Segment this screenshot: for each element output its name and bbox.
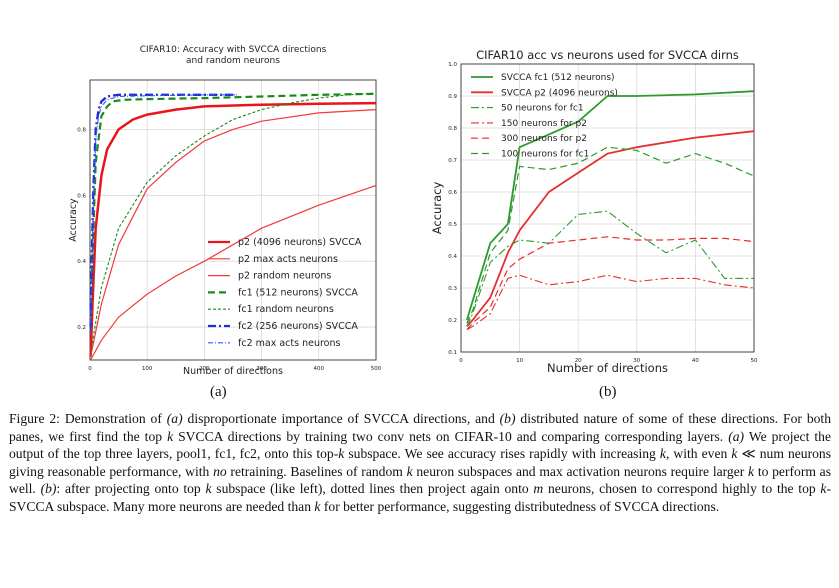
legend-entry: 100 neurons for fc1 [501,150,589,160]
series-line [466,90,755,321]
caption-math-k: k [659,446,666,462]
series-line [89,101,377,357]
series-line [90,184,377,361]
panel-label-b: (b) [599,384,617,400]
series-line [466,236,755,331]
y-tick-label: 0.2 [448,318,457,324]
y-tick-label: 0.8 [448,126,457,132]
y-axis-label: Accuracy [430,182,444,235]
series-line [90,109,377,357]
y-tick-label: 0.3 [448,286,457,292]
caption-math-k: k [205,481,212,497]
chart-title: and random neurons [186,56,280,66]
caption-a-tag: (a) [728,428,745,444]
x-tick-label: 40 [692,358,699,364]
legend-entry: 300 neurons for p2 [501,134,587,144]
x-tick-label: 200 [199,366,210,372]
caption-b-tag: (b) [499,411,516,426]
caption-text: ≪ num neurons giving reasonable performa… [9,446,831,479]
caption-text: : after projecting onto top [56,481,206,497]
caption-text: We project the output of the top three l… [9,428,831,462]
y-tick-label: 0.4 [77,259,86,265]
panel-label-a: (a) [210,384,227,400]
series-line [466,274,755,331]
x-tick-label: 10 [516,358,523,364]
series-line [90,94,237,334]
series-line [89,92,377,328]
x-tick-label: 20 [575,358,582,364]
legend-entry: fc1 (512 neurons) SVCCA [238,287,358,298]
legend-entry: SVCCA fc1 (512 neurons) [501,73,615,83]
y-tick-label: 0.1 [448,350,457,356]
legend-entry: 150 neurons for p2 [501,119,587,129]
caption-b-tag: (b) [40,481,57,497]
x-tick-label: 300 [256,366,267,372]
x-tick-label: 500 [371,366,382,372]
series-line [466,210,754,327]
x-axis-label: Number of directions [547,361,668,375]
plot-frame [89,79,377,361]
figure-panel-a: CIFAR10: Accuracy with SVCCA directions a… [60,40,390,400]
caption-text: subspace. We see accuracy rises rapidly … [344,446,660,462]
legend-entry: p2 random neurons [238,271,331,282]
x-tick-label: 100 [142,366,153,372]
y-tick-label: 0.7 [448,158,457,164]
caption-text: -SVCCA subspace. Many more neurons are n… [9,481,831,514]
caption-text: for better performance, suggesting distr… [320,498,720,514]
caption-text: SVCCA directions by training two conv ne… [173,428,729,444]
caption-text: subspace (like left), dotted lines then … [211,481,534,497]
legend-entry: p2 (4096 neurons) SVCCA [238,237,362,248]
y-tick-label: 0.2 [77,325,86,331]
chart-b: CIFAR10 acc vs neurons used for SVCCA di… [430,48,758,375]
caption-math-k: k [167,428,174,444]
y-tick-label: 0.5 [448,222,457,228]
plot-frame [460,63,755,353]
caption-math-m: m [533,481,544,497]
caption-math-k: k [820,481,827,497]
x-tick-label: 400 [314,366,325,372]
caption-text: neurons, chosen to correspond highly to … [543,481,821,497]
caption-math-k: k [748,463,755,479]
y-tick-label: 0.6 [448,190,457,196]
chart-title: CIFAR10 acc vs neurons used for SVCCA di… [476,48,739,62]
chart-title: CIFAR10: Accuracy with SVCCA directions [140,45,327,55]
x-tick-label: 0 [459,358,463,364]
x-axis-label: Number of directions [183,366,283,377]
caption-text: disproportionate importance of SVCCA dir… [182,411,500,426]
legend-entry: fc1 random neurons [238,304,334,315]
caption-a-tag: (a) [166,411,183,426]
x-tick-label: 50 [751,358,758,364]
caption-text: distributed nature of some of these dire… [9,411,831,444]
caption-text: to perform as well. [9,463,831,497]
caption-math-k: k [406,463,413,479]
y-tick-label: 0.9 [448,94,457,100]
x-tick-label: 30 [633,358,640,364]
caption-text: , with even [665,446,732,462]
chart-a: CIFAR10: Accuracy with SVCCA directionsa… [68,45,382,377]
legend-entry: 50 neurons for fc1 [501,104,584,114]
legend-entry: fc2 max acts neurons [238,338,341,349]
y-axis-label: Accuracy [68,198,79,242]
legend-entry: SVCCA p2 (4096 neurons) [501,88,618,98]
series-line [466,130,755,328]
legend-entry: fc2 (256 neurons) SVCCA [238,321,358,332]
caption-math-k: k [314,498,321,514]
caption-text: retraining. Baselines of random [226,463,407,479]
caption-text: neuron subspaces and max activation neur… [412,463,749,479]
figure-panel-b: CIFAR10 acc vs neurons used for SVCCA di… [430,40,830,400]
figure-caption: Figure 2: Demonstration of (a) dispropor… [9,410,831,516]
x-tick-label: 0 [88,366,92,372]
y-tick-label: 1.0 [448,62,457,68]
y-tick-label: 0.4 [448,254,457,260]
caption-text: Figure 2: Demonstration of [9,411,167,426]
series-line [90,92,377,354]
caption-emphasis: no [213,463,227,479]
y-tick-label: 0.8 [77,127,86,133]
caption-math-k: k [731,446,738,462]
series-line [466,146,755,324]
caption-math-k: k [338,446,345,462]
legend-entry: p2 max acts neurons [238,254,338,265]
y-tick-label: 0.6 [77,193,86,199]
